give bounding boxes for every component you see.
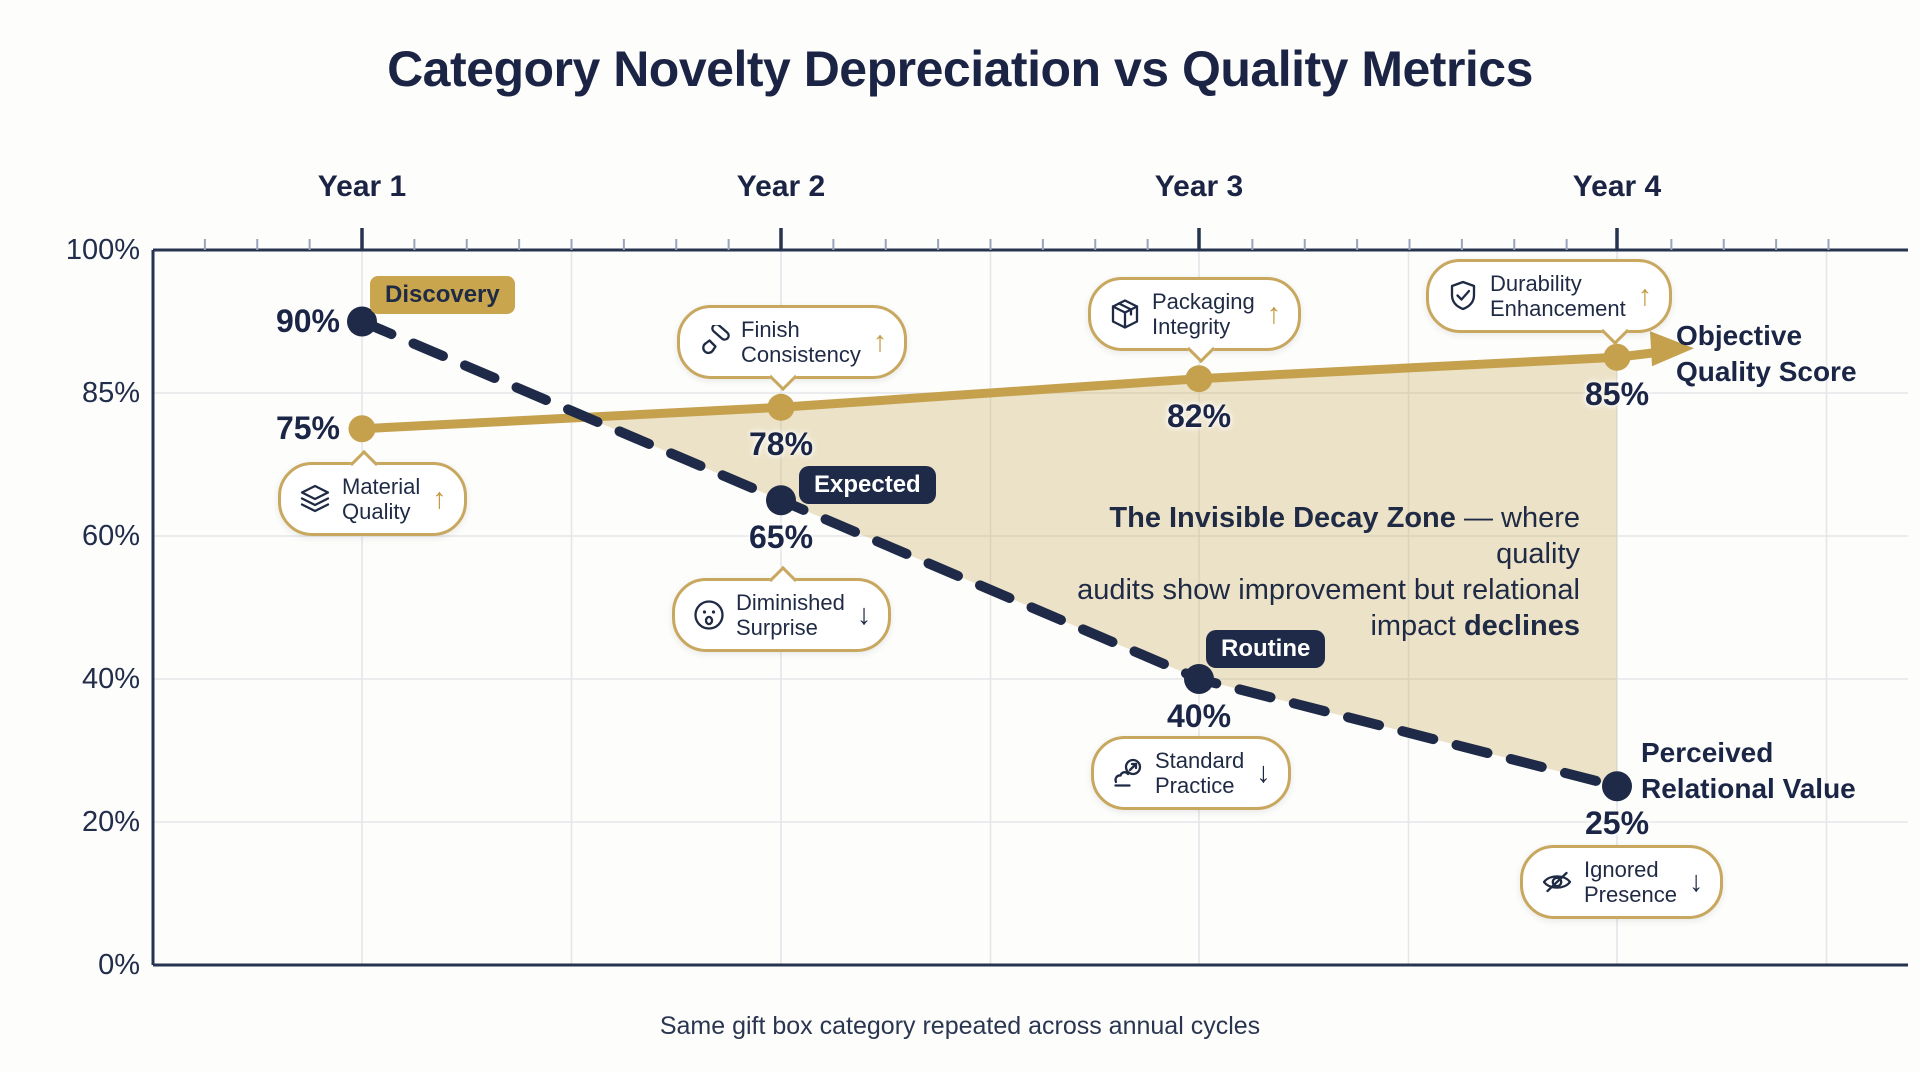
- point-label: 90%: [275, 302, 340, 339]
- point-label: 25%: [1584, 805, 1650, 842]
- shield-check-icon: [1450, 280, 1476, 311]
- up-arrow-icon: ↑: [1266, 297, 1282, 330]
- stage-badge-expected: Expected: [799, 466, 936, 504]
- callout-durability-enhancement: Durability Enhancement ↑: [1426, 259, 1673, 346]
- callout-standard-practice: Standard Practice ↓: [1091, 736, 1291, 810]
- package-icon: [1111, 299, 1139, 329]
- y-axis-tick-label: 40%: [81, 663, 140, 695]
- down-arrow-icon: ↓: [1256, 756, 1271, 789]
- eye-off-icon: [1542, 871, 1572, 893]
- stage-badge-routine: Routine: [1206, 630, 1326, 668]
- series-label-objective-quality-score: Objective Quality Score: [1676, 320, 1857, 387]
- y-axis-tick-label: 100%: [65, 234, 140, 266]
- point-label: 85%: [1584, 376, 1650, 413]
- decay-zone-annotation: The Invisible Decay Zone — where quality…: [1077, 502, 1580, 642]
- y-axis-tick-label: 60%: [81, 520, 140, 552]
- x-axis-label-4: Year 4: [1572, 170, 1662, 203]
- y-axis-tick-label: 85%: [81, 377, 140, 409]
- callout-ignored-presence: Ignored Presence ↓: [1520, 845, 1724, 919]
- x-axis-caption: Same gift box category repeated across a…: [659, 1012, 1261, 1040]
- point-label: 65%: [748, 519, 814, 556]
- up-arrow-icon: ↑: [432, 482, 447, 515]
- y-axis-tick-label: 0%: [98, 949, 140, 981]
- callout-diminished-surprise: Diminished Surprise ↓: [672, 565, 892, 652]
- paintbrush-icon: [702, 325, 730, 355]
- stamp-icon: [1114, 758, 1142, 787]
- x-axis-label-2: Year 2: [736, 170, 826, 203]
- x-axis-label-1: Year 1: [317, 170, 407, 203]
- point-label: 82%: [1166, 397, 1232, 434]
- page-title: Category Novelty Depreciation vs Quality…: [387, 41, 1533, 97]
- series-label-perceived-relational-value: Perceived Relational Value: [1641, 737, 1856, 804]
- layers-icon: [300, 484, 330, 513]
- callout-material-quality: Material Quality ↑: [278, 449, 467, 536]
- callout-packaging-integrity: Packaging Integrity ↑: [1088, 277, 1302, 364]
- callout-finish-consistency: Finish Consistency ↑: [677, 305, 908, 392]
- point-label: 75%: [275, 409, 340, 446]
- surprised-face-icon: [694, 600, 724, 630]
- point-label: 40%: [1166, 698, 1232, 734]
- x-axis-label-3: Year 3: [1154, 170, 1244, 203]
- down-arrow-icon: ↓: [1688, 865, 1704, 898]
- up-arrow-icon: ↑: [1637, 279, 1653, 312]
- stage-badge-discovery: Discovery: [370, 276, 515, 314]
- point-label: 78%: [748, 426, 814, 463]
- down-arrow-icon: ↓: [856, 598, 872, 631]
- up-arrow-icon: ↑: [872, 325, 888, 358]
- y-axis-tick-label: 20%: [81, 806, 140, 838]
